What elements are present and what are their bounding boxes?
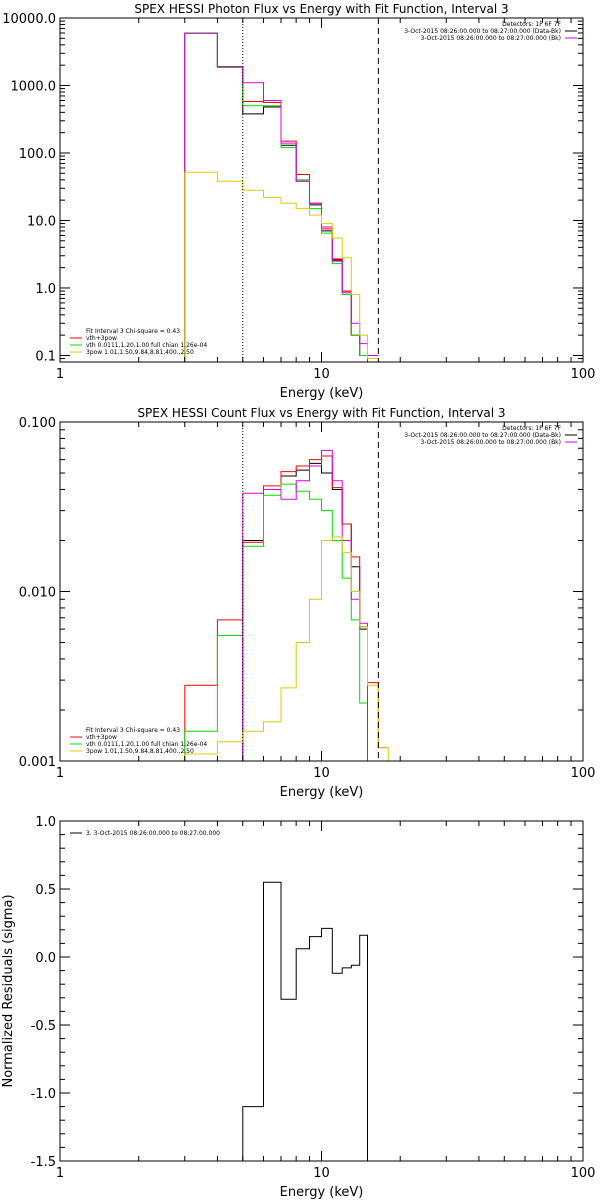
series-3 bbox=[184, 483, 379, 761]
x-tick-label: 1 bbox=[56, 1166, 64, 1181]
y-tick-label: -0.5 bbox=[31, 1019, 56, 1034]
plot-frame bbox=[59, 820, 584, 1162]
legend-entry: Fit Interval 3 Chi-square = 0.43 bbox=[86, 727, 180, 734]
legend-entry: 3pow 1.01,1.50,9.84,8.81,400.,2.50 bbox=[86, 349, 194, 356]
legend-entry: vth+3pow bbox=[86, 734, 117, 741]
x-axis-label: Energy (keV) bbox=[280, 1185, 364, 1200]
y-tick-label: 100.0 bbox=[19, 147, 56, 162]
legend-entry: vth+3pow bbox=[86, 335, 117, 342]
series-1 bbox=[242, 462, 389, 761]
series-5 bbox=[184, 171, 379, 362]
series-2 bbox=[184, 455, 389, 761]
y-tick-label: 0.0 bbox=[35, 951, 56, 966]
legend-entry: Fit Interval 3 Chi-square = 0.43 bbox=[86, 328, 180, 335]
x-axis-label: Energy (keV) bbox=[280, 386, 364, 401]
series-4 bbox=[184, 32, 379, 362]
chart-title: SPEX HESSI Count Flux vs Energy with Fit… bbox=[137, 406, 505, 420]
x-tick-label: 10 bbox=[313, 1166, 330, 1181]
legend-entry: 3-Oct-2015 08:26:00.000 to 08:27:00.000 … bbox=[404, 432, 561, 439]
legend-entry: 3. 3-Oct-2015 08:26:00.000 to 08:27:00.0… bbox=[86, 830, 220, 837]
y-tick-label: 1000.0 bbox=[11, 79, 57, 94]
y-tick-label: 10000.0 bbox=[2, 12, 56, 27]
series-3 bbox=[184, 33, 379, 362]
x-tick-label: 10 bbox=[313, 367, 330, 382]
series-1 bbox=[184, 32, 379, 362]
legend-entry: Detectors: 1F 6F 7F bbox=[502, 21, 561, 28]
y-tick-label: 1.0 bbox=[35, 282, 56, 297]
y-tick-label: -1.0 bbox=[31, 1087, 56, 1102]
y-tick-label: 10.0 bbox=[27, 214, 56, 229]
legend-entry: vth 0.0111,1.20,1.00 full chian 1.26e-04 bbox=[86, 741, 207, 748]
legend-entry: 3-Oct-2015 08:26:00.000 to 08:27:00.000 … bbox=[404, 28, 561, 35]
legend-entry: vth 0.0111,1.20,1.00 full chian 1.26e-04 bbox=[86, 342, 207, 349]
y-tick-label: -1.5 bbox=[31, 1155, 56, 1170]
y-tick-label: 0.001 bbox=[19, 755, 56, 770]
legend-entry: 3pow 1.01,1.50,9.84,8.81,400.,2.50 bbox=[86, 748, 194, 755]
y-tick-label: 0.1 bbox=[35, 349, 56, 364]
chart-3: 1 10 100 -1.5 -1.0 -0.5 0.0 0.5 1.0 Energy (keV) N… bbox=[1, 815, 595, 1200]
x-tick-label: 100 bbox=[571, 766, 596, 781]
series-2 bbox=[184, 32, 379, 362]
x-tick-label: 10 bbox=[313, 766, 330, 781]
x-tick-label: 100 bbox=[571, 1166, 596, 1181]
y-tick-label: 0.100 bbox=[19, 416, 56, 431]
y-tick-label: 0.010 bbox=[19, 586, 56, 601]
legend-entry: 3-Oct-2015 08:26:00.000 to 08:27:00.000 … bbox=[421, 35, 562, 42]
series-1 bbox=[242, 881, 368, 1161]
y-axis-label: Normalized Residuals (sigma) bbox=[1, 894, 16, 1087]
plot-frame bbox=[59, 17, 584, 363]
x-tick-label: 1 bbox=[56, 367, 64, 382]
y-tick-label: 0.5 bbox=[35, 883, 56, 898]
y-tick-label: 1.0 bbox=[35, 815, 56, 830]
chart-title: SPEX HESSI Photon Flux vs Energy with Fi… bbox=[134, 2, 508, 16]
x-tick-label: 100 bbox=[571, 367, 596, 382]
legend-entry: Detectors: 1F 6F 7F bbox=[502, 425, 561, 432]
chart-1: 1 10 100 0.1 1.0 10.0 100.0 1000.0 10000.0 SPEX H… bbox=[2, 2, 595, 401]
legend-entry: 3-Oct-2015 08:26:00.000 to 08:27:00.000 … bbox=[421, 439, 562, 446]
x-tick-label: 1 bbox=[56, 766, 64, 781]
chart-2: 1 10 100 0.001 0.010 0.100 SPEX HESSI Count Fl… bbox=[19, 406, 596, 800]
x-axis-label: Energy (keV) bbox=[280, 785, 364, 800]
